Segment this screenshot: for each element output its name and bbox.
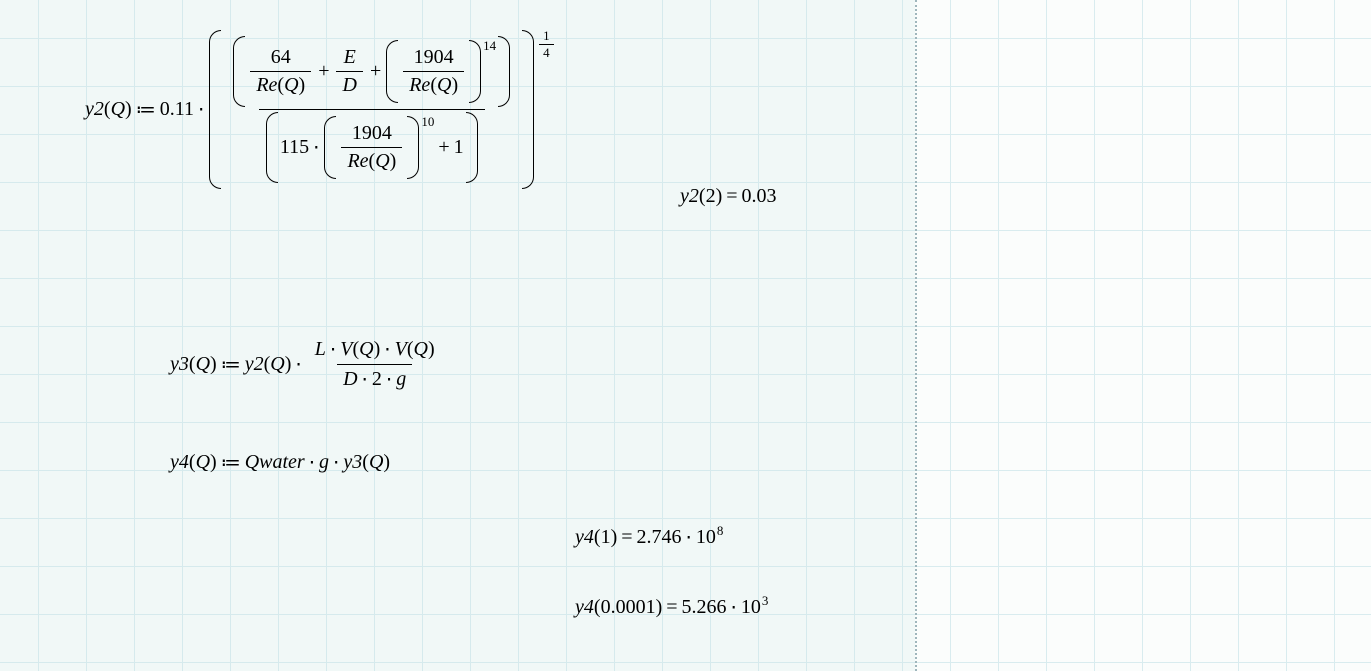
equation-y4-definition: y4 ( Q ) ≔ Qwater ⋅ g ⋅ y3 ( Q ) — [170, 450, 390, 475]
eq1-main-fraction: 64 Re ( Q ) + E — [226, 34, 517, 185]
eq1-outer-exponent: 1 4 — [536, 28, 557, 61]
equation-y3-definition: y3 ( Q ) ≔ y2 ( Q ) ⋅ L ⋅ V ( Q ) ⋅ V ( … — [170, 335, 444, 394]
margin-divider — [915, 0, 917, 671]
eq1-term1: 64 Re ( Q ) — [250, 44, 311, 99]
eq1-term2: E D — [336, 44, 362, 99]
eq1-outer-paren: 64 Re ( Q ) + E — [209, 30, 534, 189]
assign-op: ≔ — [136, 97, 156, 122]
eq1-numerator-paren: 64 Re ( Q ) + E — [233, 36, 510, 107]
eq1-lhs-fn: y2 — [85, 98, 104, 121]
eq1-lhs-arg: Q — [111, 98, 125, 121]
equation-y2-result: y2 ( 2 ) = 0.03 — [680, 185, 777, 208]
eq2-fraction: L ⋅ V ( Q ) ⋅ V ( Q ) D ⋅ 2 ⋅ g — [309, 335, 441, 394]
equation-y4-result-2: y4 ( 0.0001 ) = 5.266 ⋅ 10 3 — [575, 595, 768, 620]
eq1-coef: 0.11 — [160, 98, 194, 121]
eq1-denominator-paren: 115 ⋅ 1904 Re — [266, 112, 478, 183]
dot-op: ⋅ — [198, 97, 204, 122]
eq1-term3: 1904 Re ( Q ) — [385, 40, 496, 103]
equation-y4-result-1: y4 ( 1 ) = 2.746 ⋅ 10 8 — [575, 525, 723, 550]
equation-y2-definition: y2 ( Q ) ≔ 0.11 ⋅ 64 — [85, 30, 557, 189]
